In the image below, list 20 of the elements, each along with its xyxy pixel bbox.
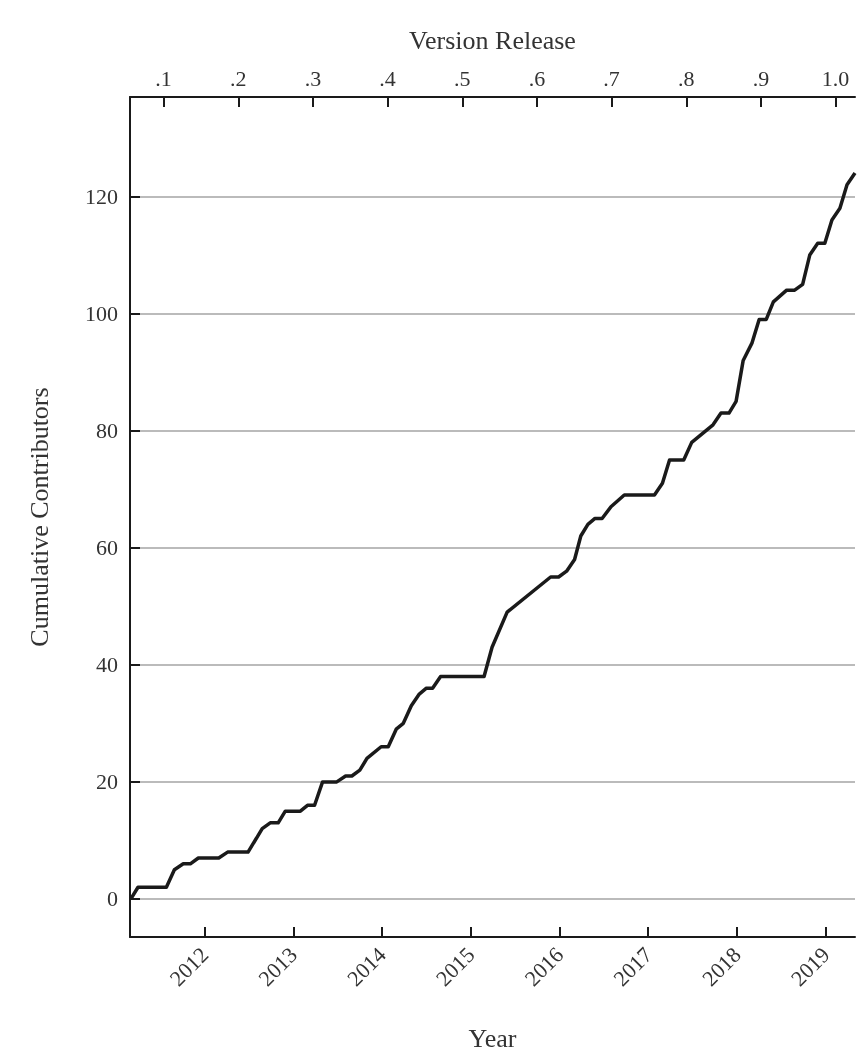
x2-tick-label: .2 bbox=[230, 65, 247, 91]
x-axis-title: Year bbox=[468, 1023, 517, 1053]
x2-tick-label: .5 bbox=[454, 65, 471, 91]
y-tick-label: 80 bbox=[96, 418, 118, 444]
y-tick-label: 40 bbox=[96, 652, 118, 678]
x2-tick-label: .3 bbox=[304, 65, 322, 91]
y-tick-label: 60 bbox=[96, 535, 118, 561]
y-tick-label: 120 bbox=[85, 184, 118, 210]
y-tick-label: 0 bbox=[107, 886, 118, 912]
x2-tick-label: .7 bbox=[603, 65, 620, 91]
x2-tick-label: .8 bbox=[678, 65, 695, 91]
x2-tick-label: .9 bbox=[752, 65, 770, 91]
y-axis-title: Cumulative Contributors bbox=[24, 387, 54, 647]
x2-tick-label: 1.0 bbox=[821, 65, 850, 91]
x2-tick-label: .6 bbox=[528, 65, 546, 91]
y-tick-label: 20 bbox=[96, 769, 118, 795]
x2-axis-title: Version Release bbox=[409, 25, 576, 55]
y-tick-label: 100 bbox=[85, 301, 118, 327]
x2-tick-label: .1 bbox=[155, 65, 172, 91]
x2-tick-label: .4 bbox=[379, 65, 396, 91]
